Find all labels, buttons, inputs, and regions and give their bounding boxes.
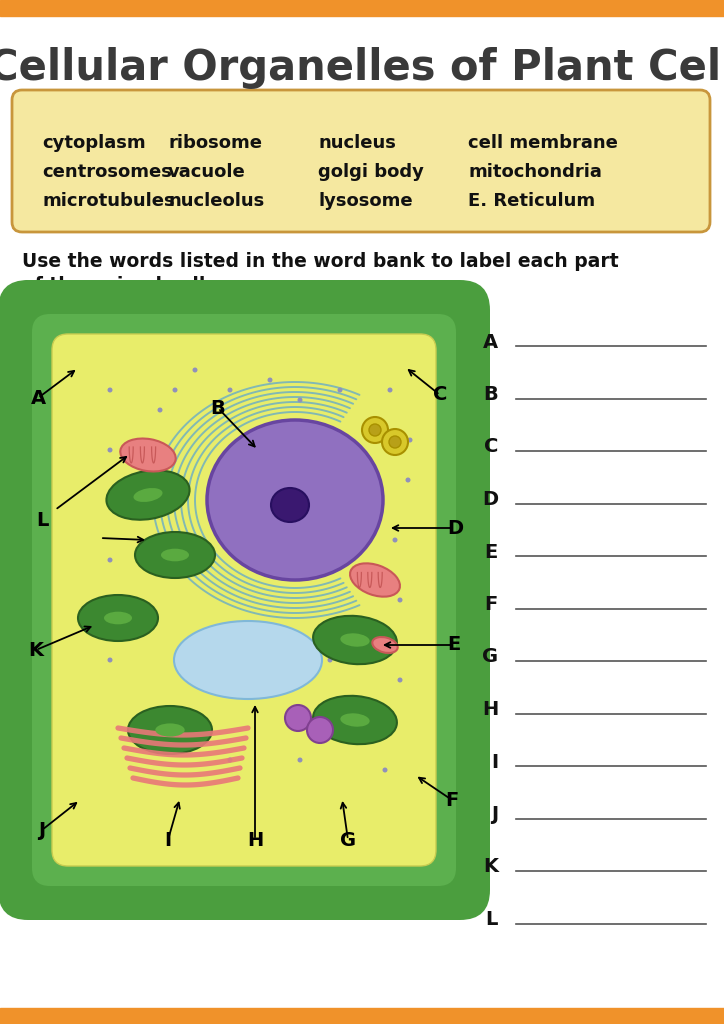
Ellipse shape xyxy=(128,706,212,754)
Ellipse shape xyxy=(156,878,211,912)
Text: vacuole: vacuole xyxy=(168,163,245,181)
Ellipse shape xyxy=(340,633,370,647)
Ellipse shape xyxy=(350,563,400,597)
Circle shape xyxy=(107,657,112,663)
Circle shape xyxy=(327,657,332,663)
Ellipse shape xyxy=(156,723,185,736)
Text: mitochondria: mitochondria xyxy=(468,163,602,181)
Ellipse shape xyxy=(104,611,132,625)
Text: of the animal cell.: of the animal cell. xyxy=(22,276,212,295)
Text: H: H xyxy=(247,830,263,850)
Circle shape xyxy=(227,387,232,392)
FancyBboxPatch shape xyxy=(52,334,436,866)
Ellipse shape xyxy=(372,637,397,653)
Ellipse shape xyxy=(313,696,397,744)
Text: I: I xyxy=(164,830,172,850)
Ellipse shape xyxy=(78,595,158,641)
Text: Use the words listed in the word bank to label each part: Use the words listed in the word bank to… xyxy=(22,252,618,271)
Text: centrosomes: centrosomes xyxy=(42,163,172,181)
Circle shape xyxy=(285,705,311,731)
Bar xyxy=(0,1008,724,1024)
Ellipse shape xyxy=(38,862,98,902)
Circle shape xyxy=(389,436,401,449)
Text: golgi body: golgi body xyxy=(318,163,424,181)
Text: L: L xyxy=(486,910,498,929)
Text: J: J xyxy=(491,805,498,824)
Text: D: D xyxy=(482,490,498,509)
Circle shape xyxy=(405,477,411,482)
Text: G: G xyxy=(482,647,498,667)
Text: cytoplasm: cytoplasm xyxy=(42,134,146,152)
Text: E: E xyxy=(485,543,498,561)
Circle shape xyxy=(369,424,381,436)
Ellipse shape xyxy=(408,298,462,338)
Circle shape xyxy=(387,387,392,392)
Ellipse shape xyxy=(135,532,215,578)
Text: A: A xyxy=(30,388,46,408)
Circle shape xyxy=(397,597,403,602)
Text: lysosome: lysosome xyxy=(318,193,413,210)
Bar xyxy=(0,0,724,16)
Ellipse shape xyxy=(207,420,383,580)
Circle shape xyxy=(267,378,272,383)
Text: K: K xyxy=(483,857,498,877)
Circle shape xyxy=(337,387,342,392)
Ellipse shape xyxy=(133,488,162,502)
Text: B: B xyxy=(211,398,225,418)
Text: B: B xyxy=(483,385,498,404)
Text: C: C xyxy=(433,385,447,404)
Text: cell membrane: cell membrane xyxy=(468,134,618,152)
Circle shape xyxy=(392,538,397,543)
Circle shape xyxy=(193,368,198,373)
Text: nucleus: nucleus xyxy=(318,134,396,152)
Text: E. Reticulum: E. Reticulum xyxy=(468,193,595,210)
Ellipse shape xyxy=(271,488,309,522)
Circle shape xyxy=(298,758,303,763)
Text: E: E xyxy=(447,636,460,654)
Circle shape xyxy=(382,768,387,772)
Text: J: J xyxy=(38,820,46,840)
Ellipse shape xyxy=(161,549,189,561)
Ellipse shape xyxy=(174,621,322,699)
Circle shape xyxy=(107,447,112,453)
Circle shape xyxy=(362,417,388,443)
Ellipse shape xyxy=(391,862,450,902)
Ellipse shape xyxy=(120,438,176,471)
Circle shape xyxy=(408,437,413,442)
Text: C: C xyxy=(484,437,498,457)
Text: A: A xyxy=(483,333,498,351)
Circle shape xyxy=(298,397,303,402)
Circle shape xyxy=(227,758,232,763)
Text: F: F xyxy=(445,791,458,810)
Circle shape xyxy=(172,387,177,392)
Ellipse shape xyxy=(106,470,190,520)
Text: Cellular Organelles of Plant Cell: Cellular Organelles of Plant Cell xyxy=(0,47,724,89)
Text: G: G xyxy=(340,830,356,850)
Ellipse shape xyxy=(313,615,397,665)
Circle shape xyxy=(397,678,403,683)
Ellipse shape xyxy=(313,878,368,912)
Text: nucleolus: nucleolus xyxy=(168,193,264,210)
Text: F: F xyxy=(485,595,498,614)
Text: K: K xyxy=(28,640,43,659)
FancyBboxPatch shape xyxy=(32,314,456,886)
Text: ribosome: ribosome xyxy=(168,134,262,152)
Text: L: L xyxy=(35,511,49,529)
Circle shape xyxy=(107,387,112,392)
Text: D: D xyxy=(447,518,463,538)
Circle shape xyxy=(307,717,333,743)
FancyBboxPatch shape xyxy=(12,90,710,232)
Ellipse shape xyxy=(340,714,370,727)
FancyBboxPatch shape xyxy=(0,280,490,920)
Circle shape xyxy=(382,429,408,455)
Circle shape xyxy=(158,408,162,413)
Circle shape xyxy=(107,557,112,562)
Text: H: H xyxy=(481,700,498,719)
Text: I: I xyxy=(491,753,498,771)
Ellipse shape xyxy=(26,298,80,338)
Text: microtubules: microtubules xyxy=(42,193,174,210)
